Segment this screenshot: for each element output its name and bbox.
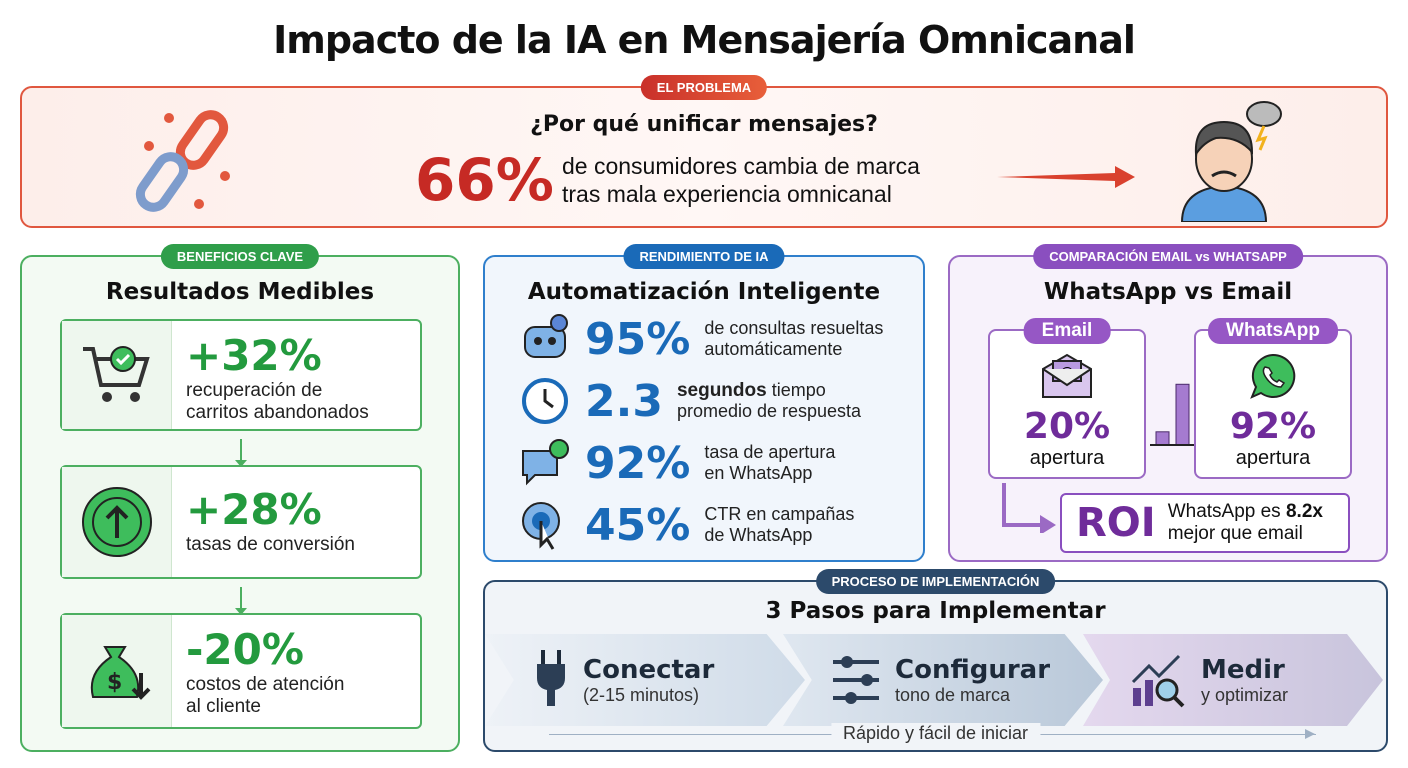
page-title: Impacto de la IA en Mensajería Omnicanal [273, 18, 1136, 62]
broken-chain-icon [135, 110, 230, 212]
whatsapp-icon [1250, 353, 1296, 399]
sliders-icon [833, 656, 879, 704]
problem-panel: EL PROBLEMA ¿Por qué unificar mensajes? … [20, 75, 1388, 228]
benefit-card: +32% recuperación de carritos abandonados [60, 319, 422, 431]
performance-badge: RENDIMIENTO DE IA [623, 244, 785, 269]
arrow-right-icon [997, 166, 1135, 188]
performance-text: promedio de respuesta [676, 401, 862, 421]
performance-text: en WhatsApp [704, 463, 813, 483]
problem-badge: EL PROBLEMA [640, 75, 768, 100]
roi-text: WhatsApp es [1167, 501, 1286, 522]
performance-text: de WhatsApp [704, 525, 813, 545]
problem-line-1: de consumidores cambia de marca [562, 153, 920, 179]
performance-value: 2.3 [585, 375, 663, 427]
performance-row: 95% de consultas resueltas automáticament… [519, 313, 883, 365]
process-step: Conectar (2-15 minutos) [485, 634, 805, 726]
performance-value: 95% [585, 313, 691, 365]
problem-heading: ¿Por qué unificar mensajes? [530, 112, 878, 137]
down-arrow-icon [235, 439, 247, 467]
process-step: Medir y optimizar [1083, 634, 1383, 726]
step-sub: tono de marca [895, 684, 1011, 705]
whatsapp-sub: apertura [1235, 447, 1311, 469]
clock-icon [522, 378, 568, 424]
comparison-bar [1175, 383, 1190, 446]
whatsapp-label: WhatsApp [1208, 318, 1338, 344]
roi-text: mejor que email [1167, 523, 1303, 544]
benefits-panel: BENEFICIOS CLAVE Resultados Medibles +32… [20, 244, 460, 752]
process-footer: Rápido y fácil de iniciar [830, 723, 1041, 744]
performance-value: 45% [585, 499, 691, 551]
whatsapp-value: 92% [1229, 406, 1317, 447]
click-icon [522, 502, 560, 550]
comparison-bar-chart [1150, 383, 1194, 446]
problem-description: de consumidores cambia de marca tras mal… [562, 152, 920, 208]
elbow-arrow-icon [1002, 483, 1056, 533]
email-card: Email @ 20% apertura [988, 318, 1146, 479]
step-title: Medir [1201, 654, 1285, 685]
performance-value: 92% [585, 437, 691, 489]
process-badge: PROCESO DE IMPLEMENTACIÓN [815, 569, 1056, 594]
plug-icon [537, 650, 565, 706]
down-arrow-icon [235, 587, 247, 615]
performance-text: CTR en campañas [704, 504, 855, 524]
process-heading: 3 Pasos para Implementar [765, 598, 1106, 624]
email-icon: @ [1042, 353, 1092, 398]
chat-check-icon [522, 439, 569, 486]
performance-row: 45% CTR en campañas de WhatsApp [519, 499, 854, 551]
problem-stat: 66% [415, 146, 554, 214]
problem-line-2: tras mala experiencia omnicanal [562, 181, 892, 207]
comparison-bar [1155, 431, 1170, 446]
comparison-panel: COMPARACIÓN EMAIL vs WHATSAPP WhatsApp v… [948, 244, 1388, 562]
benefit-value: +28% [186, 485, 322, 534]
roi-box: ROI WhatsApp es 8.2x mejor que email [1060, 493, 1350, 553]
email-label: Email [1023, 318, 1111, 344]
svg-text:$: $ [107, 670, 122, 695]
performance-text: tasa de apertura [704, 442, 836, 462]
robot-icon [524, 314, 568, 358]
money-bag-down-icon: $ [90, 646, 150, 700]
benefit-text: tasas de conversión [186, 534, 355, 555]
performance-panel: RENDIMIENTO DE IA Automatización Intelig… [483, 244, 925, 562]
roi-multiplier: 8.2x [1285, 501, 1323, 522]
cart-check-icon [82, 346, 150, 402]
step-title: Conectar [583, 654, 715, 685]
performance-text: tiempo [771, 380, 826, 400]
timeline-arrow-icon [1305, 729, 1320, 739]
email-value: 20% [1023, 406, 1111, 447]
benefit-text: carritos abandonados [186, 402, 369, 423]
performance-row: 92% tasa de apertura en WhatsApp [519, 437, 835, 489]
benefits-heading: Resultados Medibles [105, 279, 375, 305]
benefit-card: +28% tasas de conversión [60, 465, 422, 579]
performance-text: automáticamente [704, 339, 843, 359]
step-title: Configurar [895, 654, 1051, 685]
benefit-card: $ -20% costos de atención al cliente [60, 613, 422, 729]
process-step: Configurar tono de marca [783, 634, 1103, 726]
benefit-value: -20% [186, 625, 304, 674]
benefit-text: costos de atención [186, 674, 345, 695]
performance-row: 2.3 segundos tiempo promedio de respuesta [519, 375, 861, 427]
email-sub: apertura [1029, 447, 1105, 469]
comparison-badge: COMPARACIÓN EMAIL vs WHATSAPP [1033, 244, 1303, 269]
roi-label: ROI [1076, 500, 1156, 546]
performance-heading: Automatización Inteligente [527, 279, 881, 305]
step-sub: (2-15 minutos) [583, 684, 700, 705]
step-sub: y optimizar [1201, 684, 1289, 705]
benefit-value: +32% [186, 331, 322, 380]
arrow-up-circle-icon [81, 487, 152, 557]
performance-text: de consultas resueltas [704, 318, 884, 338]
process-panel: PROCESO DE IMPLEMENTACIÓN 3 Pasos para I… [483, 569, 1388, 752]
comparison-heading: WhatsApp vs Email [1043, 279, 1293, 305]
benefit-text: recuperación de [186, 380, 323, 401]
angry-person-icon [1180, 101, 1282, 222]
chart-magnifier-icon [1131, 654, 1185, 708]
benefits-badge: BENEFICIOS CLAVE [160, 244, 320, 269]
benefit-text: al cliente [186, 696, 261, 717]
performance-unit: segundos [676, 380, 767, 401]
whatsapp-card: WhatsApp 92% apertura [1194, 318, 1352, 479]
